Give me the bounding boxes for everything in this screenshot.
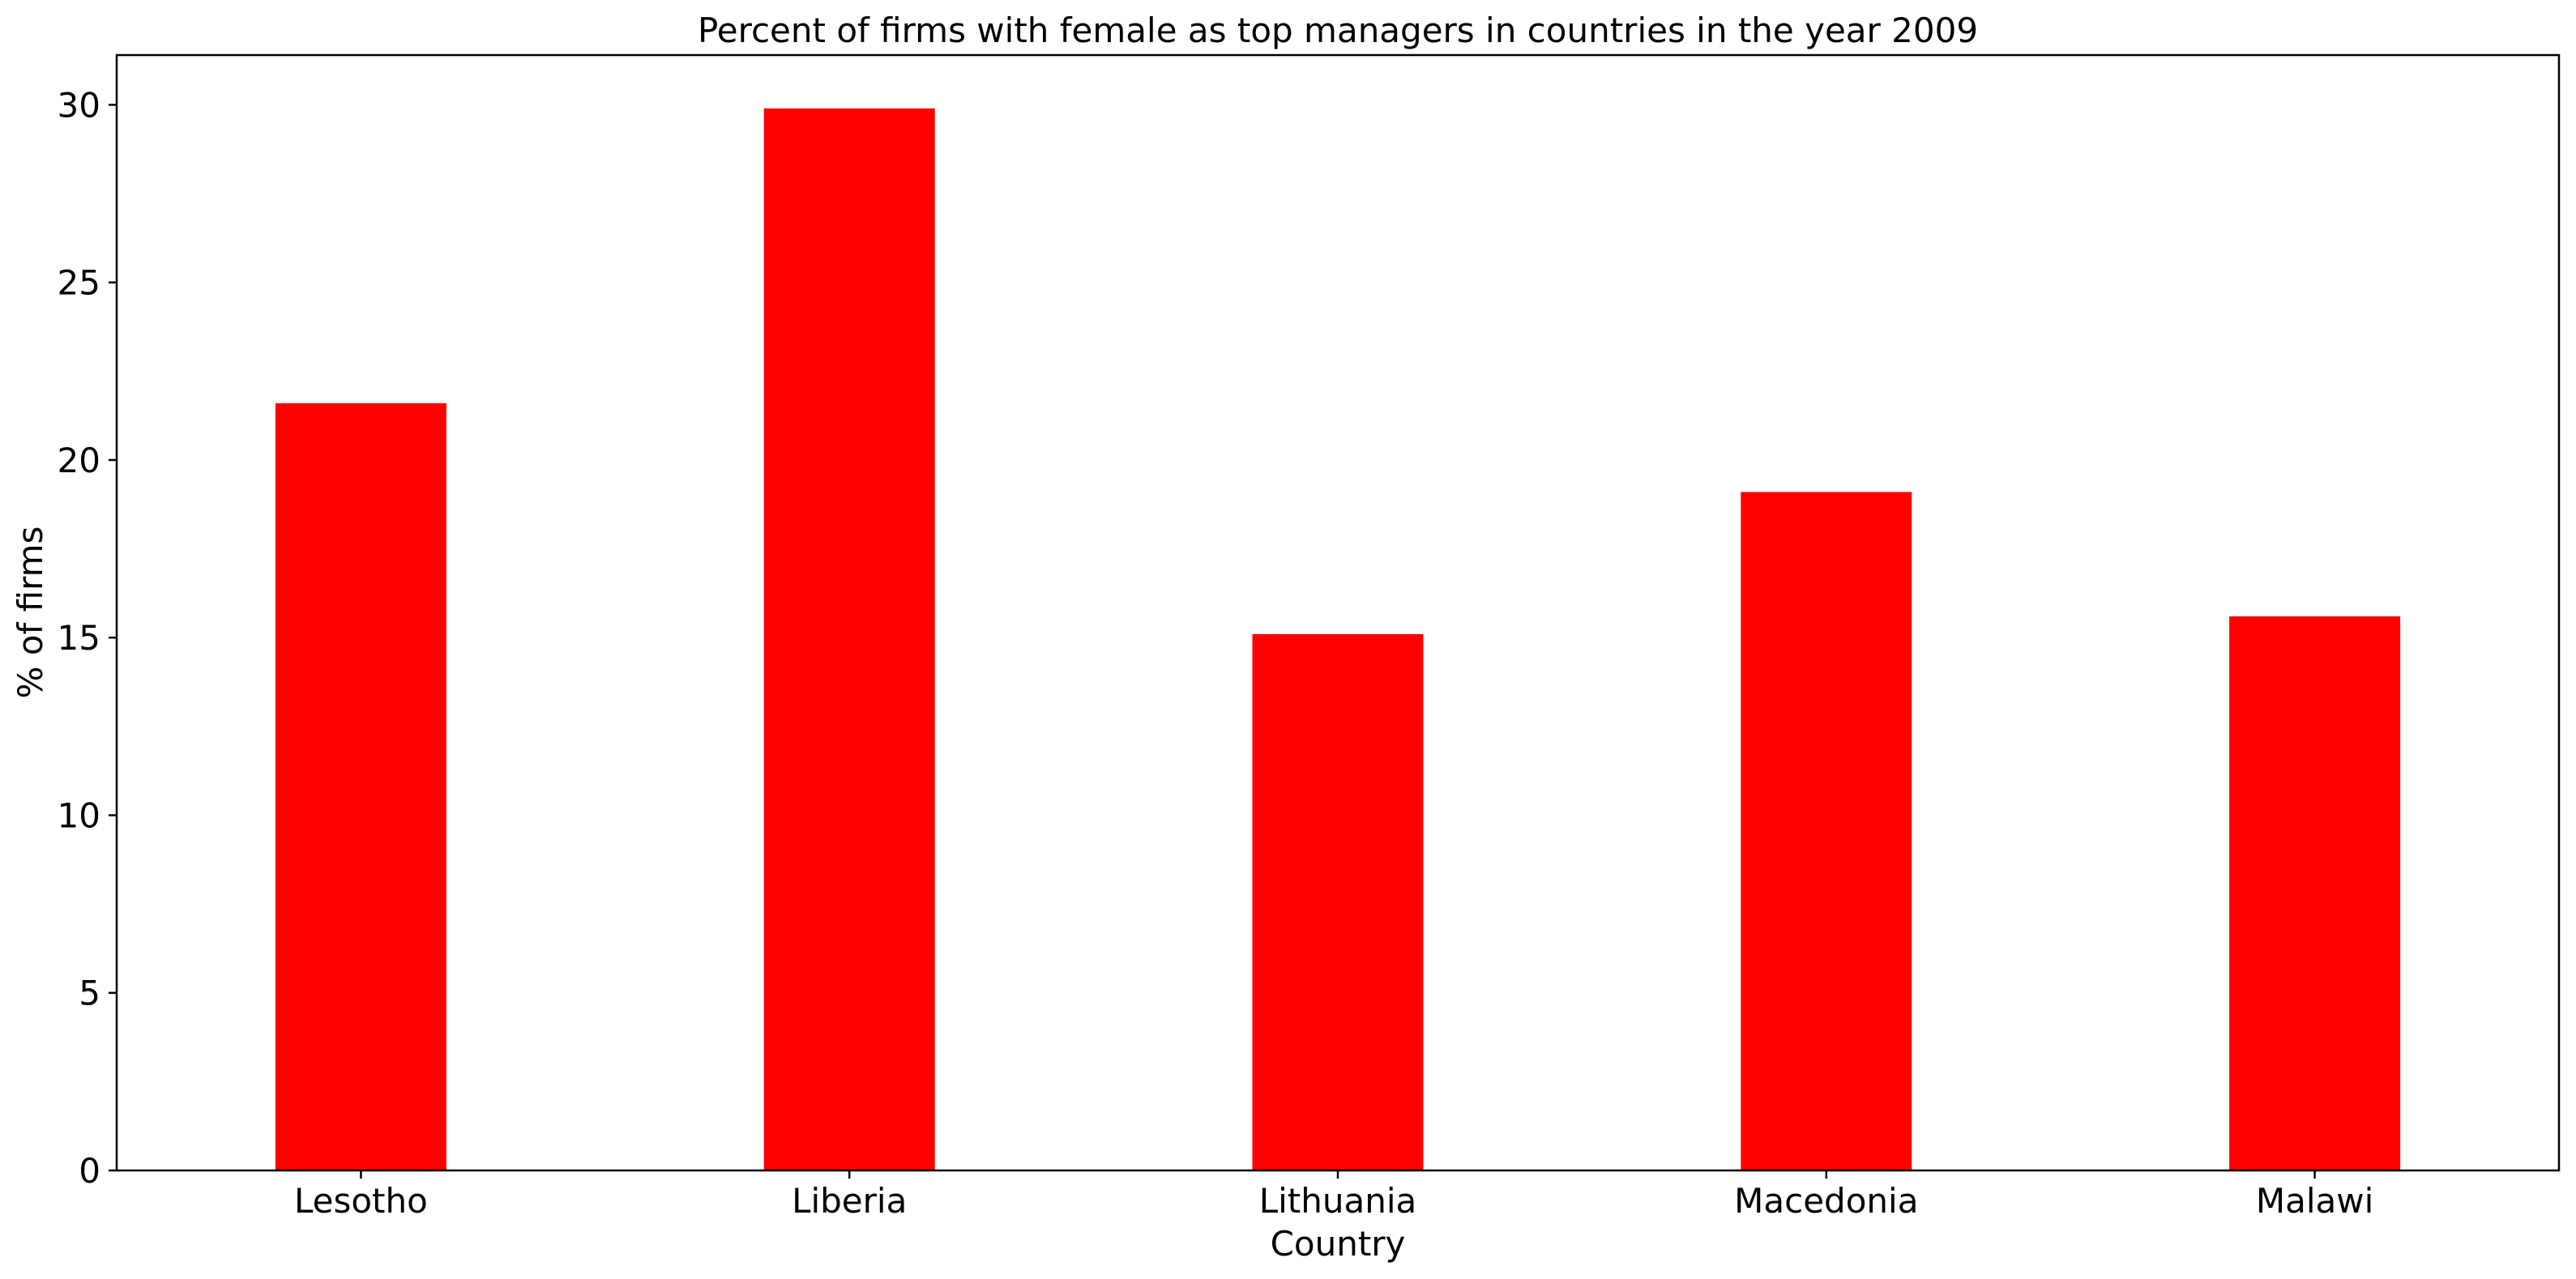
x-tick-label: Malawi bbox=[2256, 1181, 2373, 1221]
plot-frame bbox=[115, 53, 2561, 1172]
x-tick-label: Macedonia bbox=[1734, 1181, 1918, 1221]
x-tick-label: Liberia bbox=[792, 1181, 907, 1221]
x-tick-label: Lesotho bbox=[294, 1181, 428, 1221]
y-tick-label: 20 bbox=[58, 441, 100, 480]
x-tick-label: Lithuania bbox=[1259, 1181, 1417, 1221]
x-axis-label: Country bbox=[1271, 1224, 1406, 1264]
bars-group bbox=[275, 108, 2401, 1170]
y-tick-label: 30 bbox=[58, 85, 100, 125]
bar-liberia bbox=[763, 108, 935, 1170]
chart-title: Percent of firms with female as top mana… bbox=[698, 11, 1978, 50]
y-tick-label: 0 bbox=[79, 1151, 100, 1191]
x-axis-ticks: Lesotho Liberia Lithuania Macedonia Malawi bbox=[294, 1170, 2373, 1221]
bar-lesotho bbox=[275, 403, 446, 1170]
bar-lithuania bbox=[1252, 633, 1424, 1170]
y-axis-label: % of firms bbox=[11, 527, 50, 699]
y-tick-label: 15 bbox=[58, 618, 100, 658]
y-axis-ticks: 0 5 10 15 20 25 30 bbox=[58, 85, 117, 1191]
bar-malawi bbox=[2229, 616, 2401, 1170]
y-tick-label: 5 bbox=[79, 974, 100, 1013]
bar-macedonia bbox=[1741, 492, 1912, 1170]
y-tick-label: 10 bbox=[58, 795, 100, 835]
y-tick-label: 25 bbox=[58, 263, 100, 303]
